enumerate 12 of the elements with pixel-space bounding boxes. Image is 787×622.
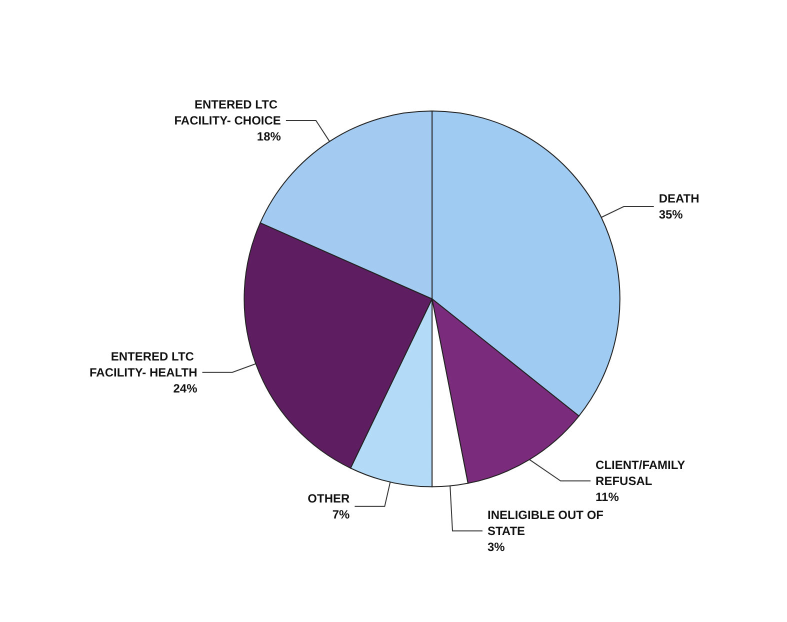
data-label: 3% <box>487 540 506 554</box>
data-label: 18% <box>256 129 282 144</box>
data-label: 24% <box>173 381 198 396</box>
slice-label: ENTERED LTC FACILITY- HEALTH <box>90 349 198 380</box>
slice-label: OTHER <box>308 491 350 506</box>
data-label: 35% <box>658 208 684 222</box>
slice-label: INELIGIBLE OUT OF STATE <box>487 508 607 538</box>
data-label: 11% <box>596 490 620 504</box>
slice-label: CLIENT/FAMILY REFUSAL <box>596 458 688 488</box>
slice-label: ENTERED LTC FACILITY- CHOICE <box>174 97 281 128</box>
slice-label: DEATH <box>658 192 700 206</box>
data-label: 7% <box>332 507 350 522</box>
